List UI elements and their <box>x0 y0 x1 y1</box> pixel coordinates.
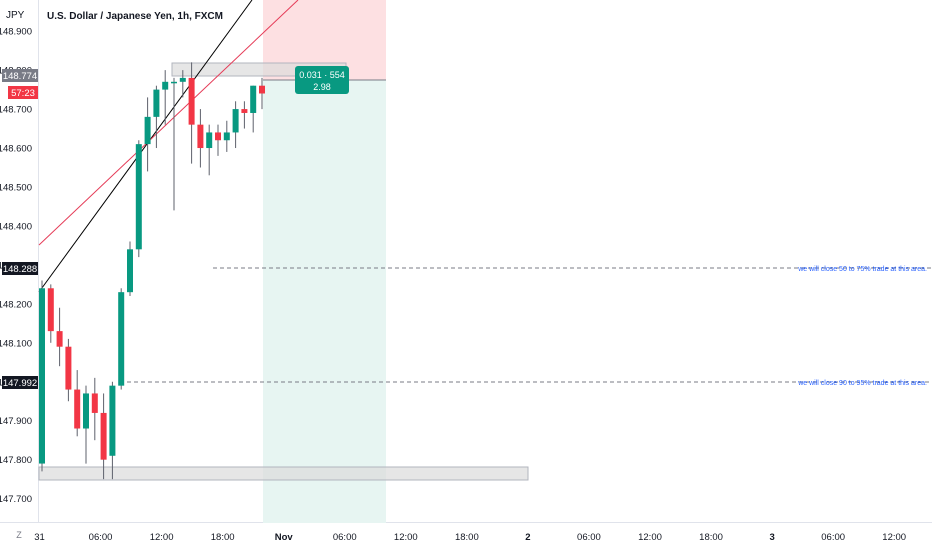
candle-body[interactable] <box>144 116 151 145</box>
x-tick-label: 12:00 <box>638 532 662 543</box>
x-tick-label: 2 <box>525 532 530 543</box>
y-tick-label: 148.600 <box>0 144 32 155</box>
candle-body[interactable] <box>197 124 204 149</box>
support-zone[interactable] <box>38 466 529 481</box>
position-info-line1: 0.031 · 554 <box>299 70 345 80</box>
candle-body[interactable] <box>206 132 213 149</box>
candle-body[interactable] <box>135 144 142 250</box>
candle-body[interactable] <box>215 132 221 141</box>
level-2-price-label: 147.992 <box>3 378 37 389</box>
y-tick-label: 148.200 <box>0 299 32 310</box>
x-tick-label: 06:00 <box>333 532 357 543</box>
current-price-label: 148.774 <box>3 71 37 82</box>
candle-body[interactable] <box>65 346 72 390</box>
candle-body[interactable] <box>179 77 186 82</box>
trend-line-black[interactable] <box>38 0 253 293</box>
currency-label: JPY <box>6 10 25 21</box>
y-tick-label: 148.900 <box>0 27 32 38</box>
x-tick-label: 18:00 <box>699 532 723 543</box>
candle-body[interactable] <box>223 132 230 141</box>
note-level-1[interactable]: we will close 50 to 75% trade at this ar… <box>797 266 927 273</box>
x-tick-label: 31 <box>34 532 45 543</box>
y-tick-label: 147.700 <box>0 494 32 505</box>
candle-body[interactable] <box>259 85 265 94</box>
x-tick-label: 18:00 <box>211 532 235 543</box>
level-1-price-label: 148.288 <box>3 264 37 275</box>
candle-body[interactable] <box>39 288 45 464</box>
countdown-label: 57:23 <box>11 88 35 99</box>
candle-body[interactable] <box>232 109 239 133</box>
x-tick-label: 12:00 <box>394 532 418 543</box>
candle-body[interactable] <box>109 385 116 456</box>
y-tick-label: 148.400 <box>0 221 32 232</box>
candle-body[interactable] <box>91 393 98 413</box>
x-tick-label: 06:00 <box>89 532 113 543</box>
note-level-2[interactable]: we will close 90 to 95% trade at this ar… <box>797 380 927 387</box>
current-price-tag: 148.774 <box>2 69 38 82</box>
candle-body[interactable] <box>171 81 177 84</box>
candle-body[interactable] <box>250 85 257 113</box>
timezone-icon[interactable]: Z <box>16 530 22 540</box>
candle-body[interactable] <box>153 89 160 117</box>
candle-body[interactable] <box>83 393 89 429</box>
candle-body[interactable] <box>47 288 54 332</box>
chart-title: U.S. Dollar / Japanese Yen, 1h, FXCM <box>47 11 223 22</box>
level-2-price-tag: 147.992 <box>2 376 38 389</box>
candles-group <box>39 62 265 480</box>
candle-body[interactable] <box>241 109 248 113</box>
x-tick-label: Nov <box>275 532 294 543</box>
candle-body[interactable] <box>74 389 81 429</box>
x-tick-label: 12:00 <box>150 532 174 543</box>
take-profit-zone[interactable] <box>263 80 386 523</box>
candle-body[interactable] <box>127 249 133 293</box>
x-tick-label: 06:00 <box>821 532 845 543</box>
position-info-label[interactable]: 0.031 · 554 2.98 <box>295 66 349 94</box>
candle-body[interactable] <box>188 77 195 125</box>
y-tick-label: 148.700 <box>0 105 32 116</box>
y-tick-label: 148.500 <box>0 182 32 193</box>
y-tick-label: 147.800 <box>0 455 32 466</box>
candle-body[interactable] <box>100 412 107 460</box>
x-tick-label: 3 <box>769 532 774 543</box>
y-tick-label: 148.100 <box>0 338 32 349</box>
countdown-tag: 57:23 <box>8 86 38 99</box>
x-tick-label: 12:00 <box>882 532 906 543</box>
x-tick-label: 18:00 <box>455 532 479 543</box>
trend-line-red[interactable] <box>38 0 299 246</box>
position-info-line2: 2.98 <box>313 82 331 92</box>
candle-body[interactable] <box>118 292 125 386</box>
level-1-price-tag: 148.288 <box>2 262 38 275</box>
y-tick-label: 147.900 <box>0 416 32 427</box>
candle-body[interactable] <box>56 331 63 347</box>
x-tick-label: 06:00 <box>577 532 601 543</box>
candle-body[interactable] <box>162 81 169 90</box>
time-axis: 31 06:00 12:00 18:00 Nov 06:00 12:00 18:00 2 06:0… <box>34 532 906 543</box>
